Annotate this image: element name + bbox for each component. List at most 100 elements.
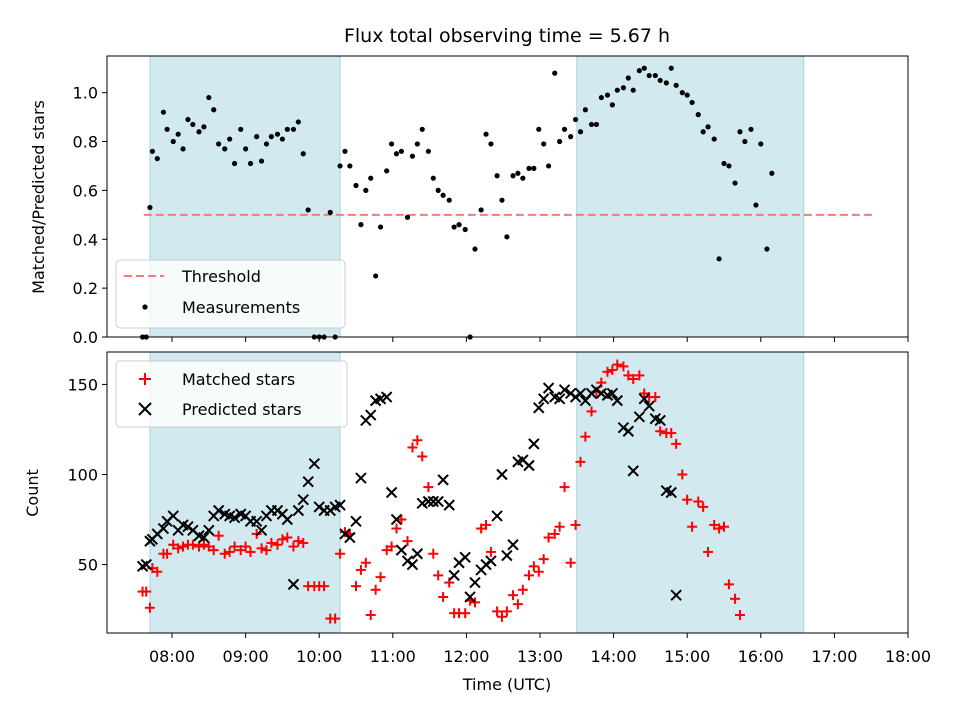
predicted-stars-point (443, 499, 455, 511)
measurement-point (451, 224, 457, 230)
measurement-point (353, 182, 359, 189)
measurement-point (689, 99, 695, 106)
matched-stars-point (528, 561, 539, 572)
count-panel: 50 100 150 Count Matched stars Predicted s… (23, 351, 931, 694)
x-tick-label: 16:00 (738, 647, 784, 666)
matched-stars-point (330, 613, 341, 624)
predicted-stars-point (203, 524, 215, 537)
predicted-stars-point (507, 539, 519, 551)
matched-stars-point (549, 528, 560, 539)
matched-stars-point (703, 546, 714, 557)
matched-stars-point (396, 514, 407, 525)
matched-stars-point (339, 527, 350, 538)
matched-stars-point (293, 536, 304, 547)
matched-stars-point (575, 456, 586, 467)
legend-swatch-matched (139, 373, 151, 385)
predicted-stars-point (390, 513, 403, 526)
matched-stars-point (193, 541, 204, 552)
measurement-point (758, 141, 764, 147)
predicted-stars-point (344, 531, 356, 544)
matched-stars-point (266, 537, 277, 548)
measurement-point (216, 141, 222, 147)
matched-stars-point (698, 501, 709, 512)
matched-stars-point (687, 521, 698, 532)
measurement-point (175, 131, 181, 137)
measurement-point (598, 94, 604, 101)
ratio-series (139, 65, 875, 340)
x-ticks-bottom (171, 633, 909, 638)
measurement-point (419, 126, 425, 132)
x-tick-label: 10:00 (296, 647, 342, 666)
predicted-stars-point (448, 569, 460, 582)
measurement-point (494, 173, 500, 179)
predicted-stars-point (228, 512, 241, 524)
matched-stars-point (628, 374, 639, 385)
predicted-stars-point (334, 499, 346, 511)
legend-label-predicted: Predicted stars (182, 400, 302, 419)
measurement-point (679, 90, 685, 96)
measurement-point (510, 173, 516, 179)
matched-stars-point (543, 532, 554, 543)
measurement-point (620, 85, 627, 91)
legend-swatch-measurements (142, 304, 148, 310)
y-axis-label-bottom: Count (23, 469, 42, 517)
y-tick-label: 50 (78, 556, 98, 575)
measurement-point (742, 138, 748, 145)
predicted-stars-point (198, 531, 210, 544)
matched-stars-point (559, 482, 570, 493)
matched-stars-point (335, 548, 346, 559)
x-tick-label: 12:00 (443, 647, 489, 666)
matched-stars-point (417, 451, 428, 462)
matched-stars-point (485, 546, 496, 557)
matched-stars-point (187, 539, 198, 550)
matched-stars-point (219, 548, 230, 559)
y-tick-label: 0.8 (73, 133, 98, 152)
measurement-point (190, 121, 196, 128)
predicted-stars-point (553, 393, 566, 405)
measurement-point (753, 202, 759, 208)
matched-stars-point (655, 426, 666, 437)
matched-stars-point (677, 469, 688, 480)
measurement-point (462, 226, 468, 233)
predicted-stars-point (501, 549, 513, 562)
matched-stars-point (496, 611, 507, 622)
measurement-point (247, 160, 254, 167)
measurement-point (557, 138, 563, 145)
y-tick-label: 0.0 (73, 328, 98, 347)
matched-stars-point (370, 584, 381, 595)
measurement-point (568, 134, 574, 140)
measurement-point (206, 94, 212, 101)
measurement-point (483, 131, 489, 137)
measurement-point (541, 141, 547, 147)
measurement-point (180, 146, 186, 152)
predicted-stars-point (250, 515, 263, 528)
matched-stars-point (533, 566, 544, 577)
matched-stars-point (240, 541, 251, 552)
measurement-point (430, 175, 436, 181)
measurement-point (652, 72, 658, 79)
measurement-point (300, 151, 306, 157)
matched-stars-point (586, 406, 597, 417)
matched-stars-point (407, 442, 418, 453)
measurement-point (363, 187, 369, 193)
legend-label-threshold: Threshold (181, 267, 261, 286)
matched-stars-point (351, 581, 362, 592)
measurement-point (545, 163, 552, 169)
measurement-point (726, 163, 732, 169)
measurement-point (279, 136, 286, 142)
predicted-stars-point (350, 515, 362, 528)
measurement-point (636, 68, 642, 74)
predicted-stars-point (633, 411, 646, 423)
matched-stars-point (208, 545, 219, 556)
matched-stars-point (245, 546, 256, 557)
measurement-point (614, 87, 620, 93)
legend-box-top (115, 259, 346, 329)
predicted-stars-point (491, 510, 503, 522)
predicted-stars-point (365, 409, 377, 421)
measurement-point (404, 214, 411, 220)
measurement-point (435, 187, 441, 193)
matched-stars-point (602, 366, 613, 377)
measurement-point (625, 75, 631, 81)
predicted-stars-point (255, 524, 268, 537)
measurement-point (373, 273, 379, 279)
